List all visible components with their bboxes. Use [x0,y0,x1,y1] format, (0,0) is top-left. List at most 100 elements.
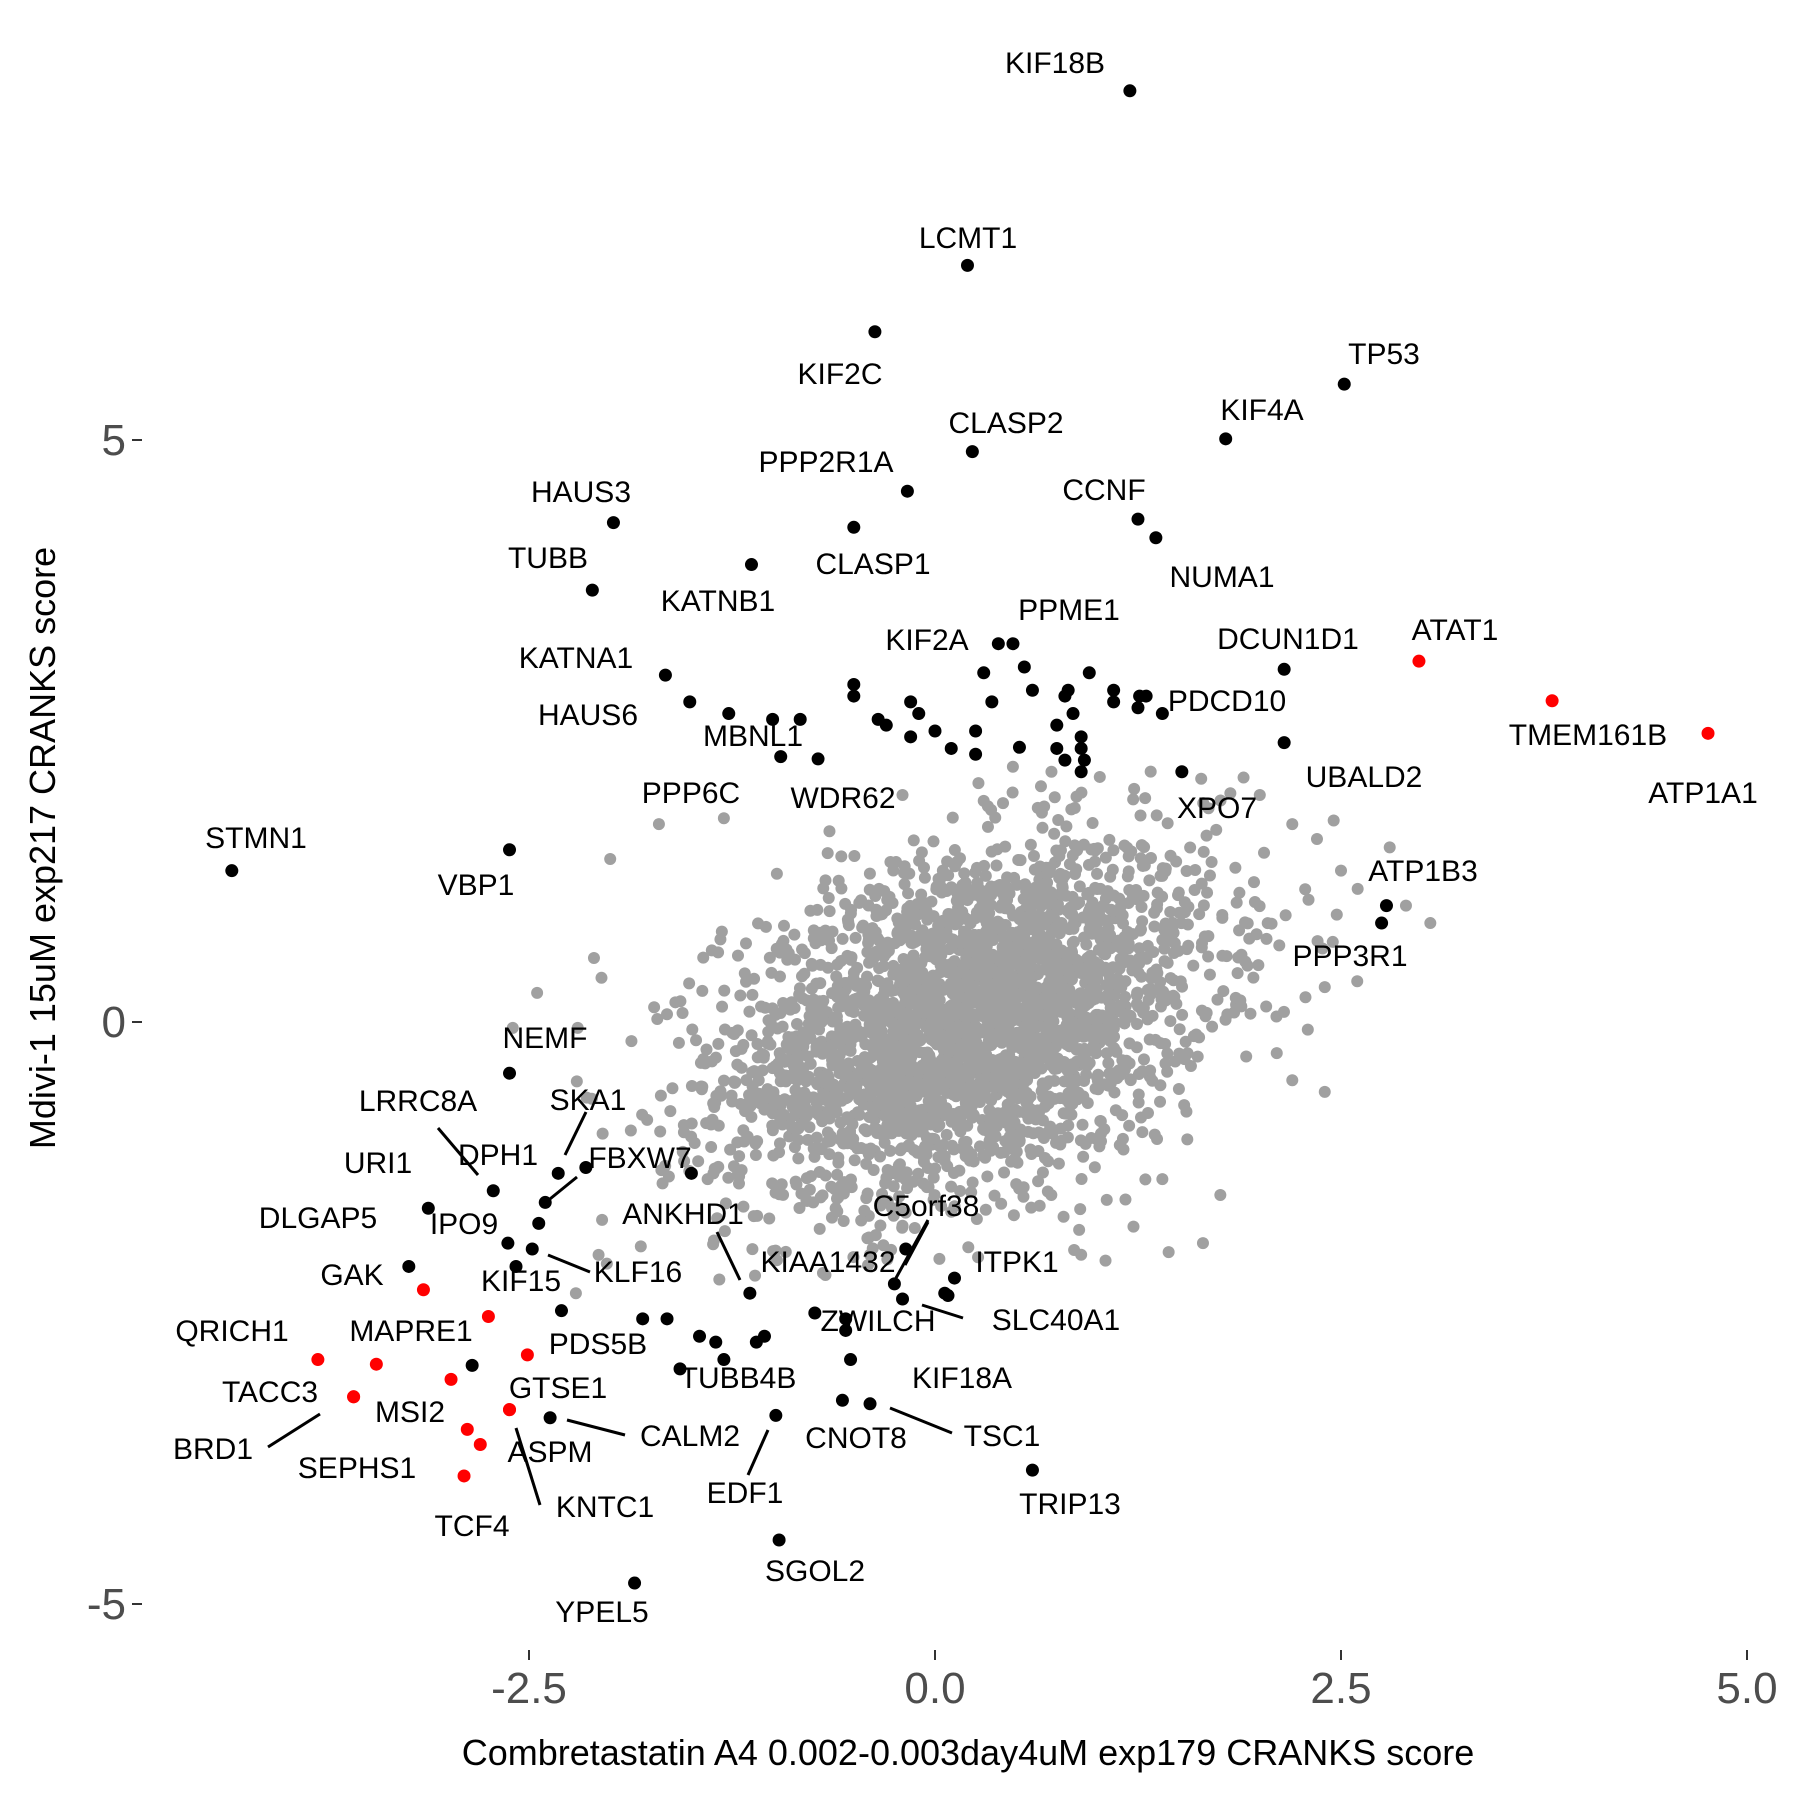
background-point [1019,1106,1032,1119]
labeled-point [416,1283,430,1297]
background-point [791,1074,804,1087]
background-point [1054,1138,1067,1151]
background-point [1123,1119,1136,1132]
background-point [916,1144,929,1157]
background-point [995,1036,1008,1049]
background-point [1031,943,1044,956]
background-point [913,1104,926,1117]
highlighted-point [1155,707,1169,721]
background-point [1031,1060,1044,1073]
background-point [695,1083,708,1096]
background-point [1078,931,1091,944]
background-point [1172,1083,1185,1096]
background-point [1399,899,1412,912]
background-point [917,861,930,874]
labeled-point [743,1286,757,1300]
background-point [881,1253,894,1266]
background-point [1138,841,1151,854]
background-point [874,908,887,921]
labeled-point [673,1362,687,1376]
background-point [842,1043,855,1056]
point-label: LCMT1 [919,222,1017,255]
background-point [906,951,919,964]
background-point [1088,1161,1101,1174]
background-point [855,1214,868,1227]
background-point [814,926,827,939]
background-point [909,1088,922,1101]
background-point [1164,972,1177,985]
background-point [995,1197,1008,1210]
background-point [810,1037,823,1050]
background-point [1099,1254,1112,1267]
highlighted-point [579,1161,593,1174]
background-point [1006,786,1019,799]
background-point [1090,904,1103,917]
background-point [968,1022,981,1035]
background-point [944,932,957,945]
background-point [1061,1131,1074,1144]
background-point [1102,987,1115,1000]
background-point [822,892,835,905]
background-point [1070,953,1083,966]
background-point [1130,1041,1143,1054]
background-point [950,894,963,907]
point-label: HAUS6 [538,699,638,732]
background-point [755,1000,768,1013]
background-point [981,994,994,1007]
background-point [797,1062,810,1075]
background-point [1130,989,1143,1002]
point-label: HAUS3 [531,476,631,509]
background-point [1172,944,1185,957]
background-point [1201,886,1214,899]
background-point [1164,1015,1177,1028]
background-point [1036,1032,1049,1045]
background-point [685,1079,698,1092]
labeled-point [1379,899,1393,913]
background-point [970,906,983,919]
background-point [1056,873,1069,886]
background-point [748,1065,761,1078]
background-point [964,917,977,930]
background-point [1076,1118,1089,1131]
labeled-point [1277,736,1291,750]
background-point [1038,994,1051,1007]
background-point [985,1094,998,1107]
background-point [948,955,961,968]
background-point [897,1082,910,1095]
background-point [873,993,886,1006]
background-point [796,943,809,956]
background-point [1051,1052,1064,1065]
background-point [705,1141,718,1154]
point-label: BRD1 [173,1433,253,1466]
background-point [795,1034,808,1047]
background-point [1007,1092,1020,1105]
background-point [937,1032,950,1045]
background-point [816,1005,829,1018]
background-point [1147,984,1160,997]
background-point [895,1040,908,1053]
background-point [944,978,957,991]
background-point [739,937,752,950]
highlighted-point [465,1358,479,1372]
background-point [718,1225,731,1238]
background-point [1071,898,1084,911]
background-point [812,1141,825,1154]
point-labels-layer: KIF18B LCMT1 KIF2C TP53 KIF4A CLASP2 PPP2R1A HA… [173,47,1758,1629]
background-point [998,953,1011,966]
background-point [978,1048,991,1061]
background-point [1014,854,1027,867]
background-point [954,937,967,950]
point-label: KATNA1 [519,642,633,675]
background-point [692,1155,705,1168]
background-point [984,1105,997,1118]
point-label: CCNF [1062,474,1145,507]
highlighted-point [944,741,958,755]
labeled-point [772,1533,786,1547]
background-point [1091,867,1104,880]
background-point [1237,771,1250,784]
point-label: DLGAP5 [259,1202,377,1235]
point-label: UBALD2 [1306,761,1423,794]
background-point [1161,956,1174,969]
background-point [823,825,836,838]
background-point [1311,935,1324,948]
